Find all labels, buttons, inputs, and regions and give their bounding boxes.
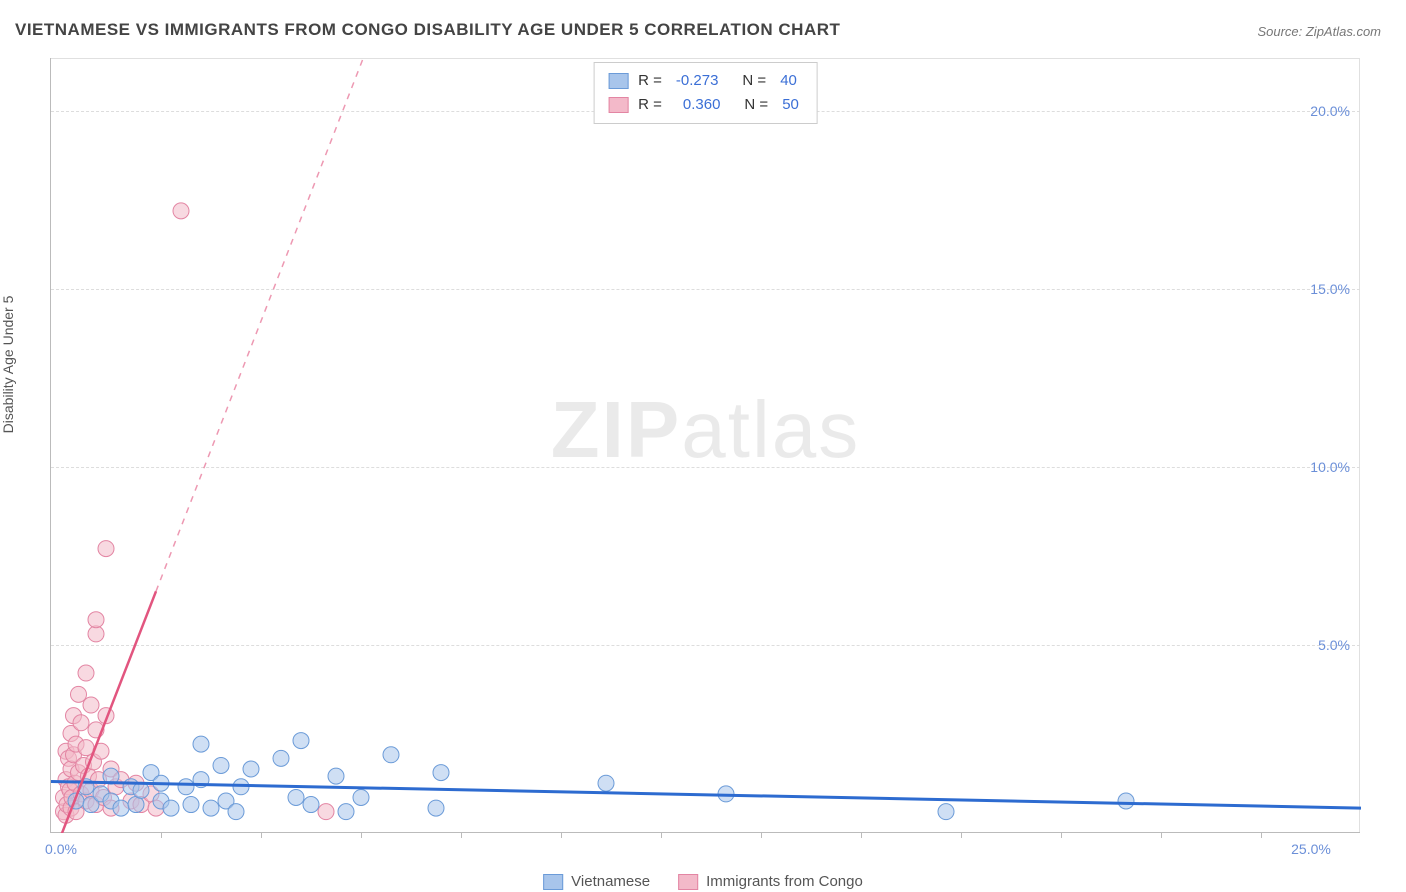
r-label: R = xyxy=(638,69,662,93)
scatter-point xyxy=(228,804,244,820)
scatter-point xyxy=(938,804,954,820)
scatter-point xyxy=(328,768,344,784)
scatter-point xyxy=(178,779,194,795)
trend-line-series-2-dashed xyxy=(156,58,536,591)
correlation-row-2: R = 0.360 N = 50 xyxy=(608,93,803,117)
scatter-point xyxy=(113,800,129,816)
correlation-legend: R = -0.273 N = 40 R = 0.360 N = 50 xyxy=(593,62,818,124)
n-label: N = xyxy=(742,69,766,93)
swatch-series-1 xyxy=(608,73,628,89)
scatter-point xyxy=(183,797,199,813)
scatter-point xyxy=(173,203,189,219)
chart-plot-area: 5.0%10.0%15.0%20.0% ZIPatlas R = -0.273 … xyxy=(50,58,1360,833)
chart-title: VIETNAMESE VS IMMIGRANTS FROM CONGO DISA… xyxy=(15,20,840,40)
x-tick-mark xyxy=(761,832,762,838)
scatter-point xyxy=(78,740,94,756)
legend-item-1: Vietnamese xyxy=(543,873,650,890)
series-legend: Vietnamese Immigrants from Congo xyxy=(543,873,863,890)
scatter-point xyxy=(273,750,289,766)
source-label: Source: ZipAtlas.com xyxy=(1257,24,1381,39)
scatter-point xyxy=(428,800,444,816)
x-tick-mark xyxy=(961,832,962,838)
correlation-row-1: R = -0.273 N = 40 xyxy=(608,69,803,93)
legend-label-2: Immigrants from Congo xyxy=(706,873,863,890)
scatter-point xyxy=(288,789,304,805)
x-tick-mark xyxy=(1261,832,1262,838)
scatter-point xyxy=(98,541,114,557)
r-value-2: 0.360 xyxy=(683,93,721,117)
x-tick-mark xyxy=(1161,832,1162,838)
scatter-point xyxy=(1118,793,1134,809)
legend-swatch-1 xyxy=(543,874,563,890)
x-tick-mark xyxy=(661,832,662,838)
scatter-point xyxy=(71,686,87,702)
scatter-point xyxy=(353,789,369,805)
x-tick-mark xyxy=(561,832,562,838)
n-value-2: 50 xyxy=(782,93,799,117)
scatter-point xyxy=(128,797,144,813)
scatter-point xyxy=(78,665,94,681)
y-axis-label: Disability Age Under 5 xyxy=(0,296,16,434)
n-label: N = xyxy=(744,93,768,117)
x-tick-mark xyxy=(261,832,262,838)
x-tick-mark xyxy=(361,832,362,838)
scatter-plot-svg xyxy=(51,58,1361,833)
x-tick-mark xyxy=(861,832,862,838)
legend-swatch-2 xyxy=(678,874,698,890)
scatter-point xyxy=(88,612,104,628)
x-tick-mark xyxy=(461,832,462,838)
r-label: R = xyxy=(638,93,662,117)
scatter-point xyxy=(318,804,334,820)
scatter-point xyxy=(163,800,179,816)
swatch-series-2 xyxy=(608,97,628,113)
scatter-point xyxy=(193,736,209,752)
legend-item-2: Immigrants from Congo xyxy=(678,873,863,890)
scatter-point xyxy=(213,757,229,773)
scatter-point xyxy=(293,733,309,749)
x-tick-label: 25.0% xyxy=(1291,841,1331,857)
scatter-point xyxy=(83,697,99,713)
scatter-point xyxy=(303,797,319,813)
scatter-point xyxy=(383,747,399,763)
r-value-1: -0.273 xyxy=(676,69,719,93)
trend-line-series-1 xyxy=(51,781,1361,808)
scatter-point xyxy=(433,765,449,781)
x-tick-mark xyxy=(161,832,162,838)
n-value-1: 40 xyxy=(780,69,797,93)
scatter-point xyxy=(338,804,354,820)
scatter-point xyxy=(73,715,89,731)
scatter-point xyxy=(243,761,259,777)
scatter-point xyxy=(88,626,104,642)
scatter-point xyxy=(203,800,219,816)
legend-label-1: Vietnamese xyxy=(571,873,650,890)
x-tick-label: 0.0% xyxy=(45,841,77,857)
scatter-point xyxy=(598,775,614,791)
x-tick-mark xyxy=(1061,832,1062,838)
